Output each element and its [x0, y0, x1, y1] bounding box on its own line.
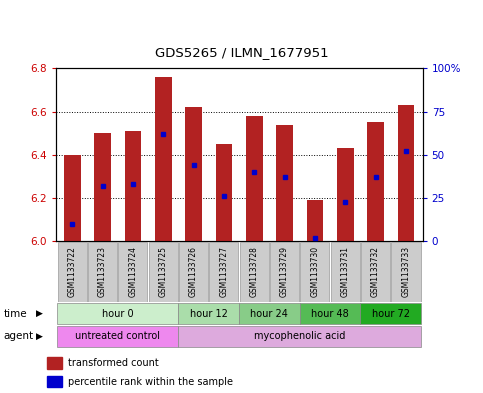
Text: transformed count: transformed count — [69, 358, 159, 368]
Text: ▶: ▶ — [36, 309, 43, 318]
Bar — [94, 133, 111, 241]
Bar — [398, 105, 414, 241]
Text: agent: agent — [4, 331, 34, 342]
Bar — [307, 200, 323, 241]
Bar — [361, 242, 390, 301]
Text: hour 0: hour 0 — [102, 309, 133, 319]
Bar — [240, 242, 269, 301]
Bar — [300, 303, 360, 324]
Bar — [57, 326, 178, 347]
Bar — [331, 242, 360, 301]
Bar — [118, 242, 147, 301]
Bar — [337, 148, 354, 241]
Bar — [270, 242, 299, 301]
Text: time: time — [4, 309, 28, 319]
Text: hour 12: hour 12 — [190, 309, 227, 319]
Text: hour 24: hour 24 — [251, 309, 288, 319]
Bar — [209, 242, 239, 301]
Bar — [178, 303, 239, 324]
Text: ▶: ▶ — [36, 332, 43, 341]
Text: GSM1133730: GSM1133730 — [311, 246, 319, 298]
Text: hour 48: hour 48 — [311, 309, 349, 319]
Text: GSM1133728: GSM1133728 — [250, 246, 259, 297]
Bar — [64, 155, 81, 241]
Bar — [367, 122, 384, 241]
Text: GSM1133733: GSM1133733 — [401, 246, 411, 298]
Bar — [155, 77, 171, 241]
Bar — [47, 358, 62, 369]
Text: GSM1133725: GSM1133725 — [159, 246, 168, 297]
Text: GSM1133722: GSM1133722 — [68, 246, 77, 297]
Bar — [185, 107, 202, 241]
Text: GSM1133726: GSM1133726 — [189, 246, 198, 297]
Bar — [239, 303, 300, 324]
Text: hour 72: hour 72 — [372, 309, 410, 319]
Bar — [125, 131, 141, 241]
Text: GSM1133731: GSM1133731 — [341, 246, 350, 297]
Bar — [47, 376, 62, 387]
Bar — [179, 242, 208, 301]
Text: untreated control: untreated control — [75, 331, 160, 342]
Bar — [149, 242, 178, 301]
Text: GDS5265 / ILMN_1677951: GDS5265 / ILMN_1677951 — [155, 46, 328, 59]
Bar — [246, 116, 263, 241]
Text: GSM1133729: GSM1133729 — [280, 246, 289, 297]
Bar — [360, 303, 421, 324]
Bar — [88, 242, 117, 301]
Bar — [57, 303, 178, 324]
Text: percentile rank within the sample: percentile rank within the sample — [69, 377, 233, 387]
Text: GSM1133724: GSM1133724 — [128, 246, 137, 297]
Bar — [215, 144, 232, 241]
Bar — [391, 242, 421, 301]
Bar — [57, 242, 87, 301]
Bar — [178, 326, 421, 347]
Bar — [276, 125, 293, 241]
Text: GSM1133732: GSM1133732 — [371, 246, 380, 297]
Text: GSM1133723: GSM1133723 — [98, 246, 107, 297]
Bar — [300, 242, 329, 301]
Text: GSM1133727: GSM1133727 — [219, 246, 228, 297]
Text: mycophenolic acid: mycophenolic acid — [254, 331, 345, 342]
